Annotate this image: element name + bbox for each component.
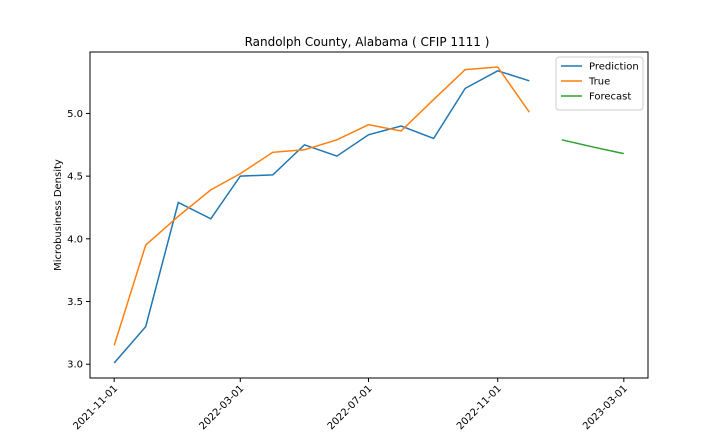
legend-label-prediction: Prediction bbox=[589, 62, 639, 73]
legend-label-forecast: Forecast bbox=[589, 92, 631, 103]
plot-frame bbox=[89, 51, 649, 379]
x-tick-label: 2022-03-01 bbox=[198, 383, 247, 432]
y-tick-label: 5.0 bbox=[67, 109, 83, 120]
chart-title: Randolph County, Alabama ( CFIP 1111 ) bbox=[245, 35, 490, 49]
legend: Prediction True Forecast bbox=[555, 56, 644, 111]
y-tick-label: 3.0 bbox=[67, 360, 83, 371]
x-axis: 2021-11-01 2022-03-01 2022-07-01 2022-11-01… bbox=[71, 378, 630, 432]
series-line-true bbox=[113, 66, 530, 346]
y-tick-label: 3.5 bbox=[67, 297, 83, 308]
legend-label-true: True bbox=[588, 77, 610, 88]
plot-lines bbox=[113, 66, 624, 364]
y-axis: 3.0 3.5 4.0 4.5 5.0 bbox=[67, 109, 90, 371]
y-tick-label: 4.0 bbox=[67, 234, 83, 245]
series-line-forecast bbox=[561, 139, 624, 155]
x-tick-label: 2023-03-01 bbox=[581, 383, 630, 432]
x-tick-label: 2022-07-01 bbox=[326, 383, 375, 432]
x-tick-label: 2021-11-01 bbox=[71, 383, 120, 432]
x-tick-label: 2022-11-01 bbox=[455, 383, 504, 432]
series-line-prediction bbox=[113, 69, 530, 364]
y-tick-label: 4.5 bbox=[67, 172, 83, 183]
y-axis-label: Microbusiness Density bbox=[53, 159, 64, 271]
